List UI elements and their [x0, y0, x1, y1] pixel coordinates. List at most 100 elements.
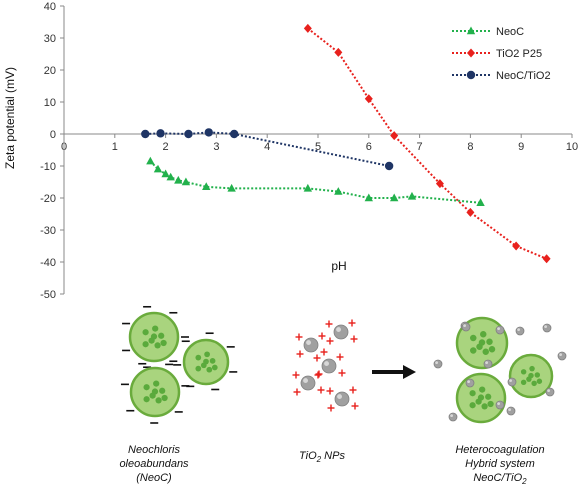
cell-granule	[161, 394, 168, 402]
cell-granule	[528, 372, 534, 379]
legend-marker	[466, 70, 476, 80]
x-tick-label: 7	[417, 141, 423, 153]
data-point	[161, 169, 170, 178]
cell-granule	[142, 341, 149, 348]
tio2-particle	[545, 387, 555, 397]
x-tick-label: 2	[163, 141, 169, 153]
x-tick-label: 8	[467, 141, 473, 153]
particle-highlight	[497, 402, 500, 405]
legend-marker	[467, 48, 475, 58]
data-point	[181, 177, 191, 186]
cell-granule	[479, 386, 486, 393]
cell-granule	[469, 390, 476, 397]
particle-highlight	[485, 361, 488, 364]
hybrid-cell-3	[455, 372, 507, 424]
tio2-particle	[333, 324, 349, 340]
y-tick-label: -10	[40, 161, 56, 173]
y-axis-title: Zeta potential (mV)	[3, 67, 17, 169]
cell-granule	[143, 396, 150, 403]
data-point	[146, 156, 155, 165]
cell-granule	[151, 388, 159, 395]
particle-highlight	[509, 379, 512, 382]
cell-granule	[470, 334, 477, 342]
particle-highlight	[324, 361, 329, 366]
x-axis: 012345678910	[61, 133, 578, 153]
tio2-particle	[433, 359, 443, 369]
data-point	[364, 193, 373, 202]
cell-granule	[143, 384, 150, 391]
series-line-neoc	[149, 160, 481, 204]
tio2-nanoparticles-group	[292, 319, 359, 412]
data-point	[435, 179, 444, 189]
data-point	[227, 183, 236, 192]
tio2-np	[326, 386, 359, 412]
data-point	[204, 128, 213, 137]
particle-highlight	[559, 353, 562, 356]
x-axis-title: pH	[331, 259, 346, 273]
tio2-np	[295, 332, 328, 358]
tio2-particle	[321, 358, 337, 374]
hybrid-cell-2	[508, 353, 554, 399]
data-point	[364, 94, 373, 104]
cell-granule	[482, 348, 489, 355]
tio2-particle	[495, 325, 505, 335]
y-tick-label: 40	[44, 1, 56, 13]
data-point	[174, 175, 183, 184]
cell-granule	[480, 331, 487, 338]
legend: NeoC TiO2 P25 NeoC/TiO2	[452, 26, 551, 82]
legend-item-neoc: NeoC	[452, 26, 524, 38]
cell-granule	[469, 402, 476, 409]
neoc-cell-1	[122, 305, 189, 369]
x-tick-label: 4	[264, 141, 270, 153]
cell-granule	[150, 333, 158, 340]
data-point	[476, 198, 485, 206]
legend-item-tio2-p25: TiO2 P25	[452, 48, 542, 60]
series-tio2-p25	[303, 23, 551, 264]
data-point	[166, 172, 175, 181]
neoc-cell-3	[120, 362, 190, 424]
zeta-potential-chart: 0 1 2 3 4 5 6 7 8 9 10 40 30 20 10 0 -10 -20 -30 -40 -50 Ze…	[3, 1, 578, 301]
tio2-label-main: TiO	[299, 450, 317, 462]
tio2-particle	[507, 377, 517, 387]
y-tick-label: 30	[44, 33, 56, 45]
tio2-label: TiO2 NPs	[299, 450, 345, 464]
particle-highlight	[547, 389, 550, 392]
cell-granule	[160, 339, 167, 347]
hybrid-label-line3-sub: 2	[521, 477, 527, 486]
cell-granule	[487, 400, 494, 408]
particle-highlight	[336, 327, 341, 332]
data-point	[153, 164, 163, 173]
series-neoc-tio2	[141, 128, 394, 171]
particle-highlight	[544, 325, 547, 328]
x-tick-label: 10	[566, 141, 578, 153]
tio2-np	[313, 353, 346, 379]
tio2-particle	[461, 322, 471, 332]
cell-granule	[209, 358, 216, 364]
cell-granule	[206, 366, 213, 373]
cell-granule	[211, 364, 218, 371]
data-point	[384, 161, 394, 171]
cell-granule	[159, 387, 166, 394]
particle-highlight	[303, 378, 308, 383]
x-tick-label: 6	[366, 141, 372, 153]
process-arrow	[372, 365, 416, 379]
tio2-particle	[515, 326, 525, 336]
legend-label: TiO2 P25	[496, 48, 542, 60]
data-point	[303, 183, 313, 192]
cell-granule	[477, 394, 485, 401]
tio2-particle	[448, 412, 458, 422]
x-tick-label: 9	[518, 141, 524, 153]
particle-highlight	[337, 394, 342, 399]
cell-granule	[154, 342, 161, 349]
hybrid-label-line3: NeoC/TiO2	[473, 472, 527, 486]
tio2-label-sub: 2	[316, 455, 322, 464]
tio2-particle	[303, 337, 319, 353]
y-tick-label: -30	[40, 225, 56, 237]
tio2-particle	[465, 378, 475, 388]
x-tick-label: 1	[112, 141, 118, 153]
tio2-label-tail: NPs	[321, 450, 345, 462]
cell-granule	[531, 380, 537, 387]
tio2-particle	[483, 359, 493, 369]
cell-granule	[520, 369, 527, 375]
